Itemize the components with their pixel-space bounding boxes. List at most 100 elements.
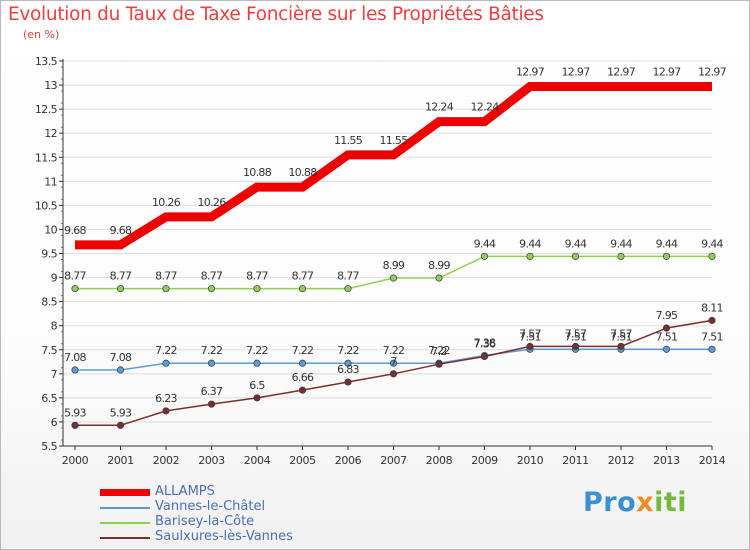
data-label-vannes-le-chatel: 7.51 (565, 330, 587, 343)
y-tick-label: 5.5 (41, 440, 57, 453)
data-label-allamps: 10.26 (198, 196, 227, 209)
data-point-barisey-la-cote (162, 285, 170, 293)
data-point-barisey-la-cote (253, 285, 261, 293)
x-tick-label: 2005 (289, 454, 316, 467)
data-label-saulxures-les-vannes: 5.93 (110, 406, 132, 419)
y-tick-label: 6 (51, 416, 58, 429)
data-point-barisey-la-cote (571, 252, 580, 260)
legend-item-saulxures-les-vannes: Saulxures-lès-Vannes (100, 529, 400, 545)
data-label-allamps: 12.97 (607, 66, 636, 79)
data-label-barisey-la-cote: 9.44 (565, 237, 587, 250)
x-tick-label: 2010 (517, 454, 544, 467)
data-point-vannes-le-chatel (207, 359, 216, 367)
y-tick-label: 12 (44, 127, 57, 140)
x-tick-label: 2004 (244, 454, 271, 467)
data-point-barisey-la-cote (435, 274, 443, 282)
data-point-barisey-la-cote (480, 252, 489, 260)
data-point-vannes-le-chatel (708, 345, 716, 353)
legend-item-allamps: ALLAMPS (100, 484, 400, 500)
x-tick-label: 2001 (107, 454, 133, 467)
data-point-barisey-la-cote (116, 285, 125, 293)
data-point-vannes-le-chatel (162, 359, 170, 367)
data-point-barisey-la-cote (298, 285, 307, 293)
data-point-barisey-la-cote (71, 285, 79, 293)
data-label-saulxures-les-vannes: 6.23 (155, 392, 177, 405)
data-point-saulxures-les-vannes (389, 370, 398, 378)
data-label-allamps: 12.97 (516, 66, 545, 79)
data-point-saulxures-les-vannes (571, 342, 580, 350)
data-point-saulxures-les-vannes (298, 386, 307, 394)
data-label-allamps: 10.88 (289, 166, 318, 179)
legend-label: Barisey-la-Côte (155, 514, 255, 529)
data-label-allamps: 9.68 (64, 224, 86, 237)
data-point-saulxures-les-vannes (162, 407, 170, 415)
x-tick-label: 2000 (62, 454, 89, 467)
legend-swatch (100, 537, 150, 539)
data-label-barisey-la-cote: 9.44 (474, 237, 496, 250)
data-label-vannes-le-chatel: 7.22 (292, 344, 314, 357)
data-point-vannes-le-chatel (116, 366, 125, 374)
data-point-saulxures-les-vannes (708, 316, 716, 324)
y-tick-label: 10.5 (35, 199, 58, 212)
data-label-vannes-le-chatel: 7.22 (337, 344, 359, 357)
series-line-allamps (75, 82, 712, 250)
data-label-allamps: 11.55 (334, 134, 363, 147)
data-point-saulxures-les-vannes (253, 394, 261, 402)
legend-label: Saulxures-lès-Vannes (155, 529, 293, 544)
legend-swatch (100, 507, 150, 509)
x-tick-label: 2002 (153, 454, 179, 467)
legend-label: Vannes-le-Châtel (155, 499, 266, 514)
legend-item-vannes-le-chatel: Vannes-le-Châtel (100, 499, 400, 515)
data-label-saulxures-les-vannes: 7.57 (565, 327, 587, 340)
data-label-vannes-le-chatel: 7.38 (474, 337, 496, 350)
data-label-vannes-le-chatel: 7.22 (155, 344, 177, 357)
data-label-barisey-la-cote: 8.77 (110, 270, 132, 283)
data-point-barisey-la-cote (617, 252, 625, 260)
data-point-saulxures-les-vannes (435, 360, 443, 368)
data-point-vannes-le-chatel (662, 345, 671, 353)
data-point-saulxures-les-vannes (207, 400, 216, 408)
x-tick-label: 2007 (380, 454, 407, 467)
data-label-barisey-la-cote: 9.44 (656, 237, 678, 250)
data-label-barisey-la-cote: 9.44 (701, 237, 723, 250)
y-tick-label: 10 (44, 223, 57, 236)
data-point-saulxures-les-vannes (480, 352, 489, 361)
data-label-saulxures-les-vannes: 6.66 (292, 371, 314, 384)
legend-label: ALLAMPS (155, 484, 215, 499)
y-tick-label: 6.5 (41, 392, 57, 405)
data-label-barisey-la-cote: 8.99 (428, 259, 450, 272)
data-label-vannes-le-chatel: 7.51 (656, 330, 678, 343)
data-label-barisey-la-cote: 8.77 (292, 270, 314, 283)
data-point-barisey-la-cote (389, 274, 398, 282)
data-labels: 9.68 9.68 10.26 10.26 10.88 10.88 11.55 11.55 12… (64, 66, 727, 420)
data-label-allamps: 9.68 (110, 224, 132, 237)
data-label-barisey-la-cote: 8.77 (64, 270, 86, 283)
data-label-saulxures-les-vannes: 6.83 (337, 363, 359, 376)
data-point-vannes-le-chatel (344, 359, 352, 367)
y-tick-label: 8.5 (41, 296, 57, 309)
data-label-barisey-la-cote: 9.44 (519, 237, 541, 250)
data-label-allamps: 12.24 (425, 101, 454, 114)
data-label-vannes-le-chatel: 7.22 (201, 344, 223, 357)
data-label-allamps: 11.55 (380, 134, 409, 147)
y-tick-label: 13.5 (35, 55, 58, 68)
data-point-vannes-le-chatel (298, 359, 307, 367)
x-tick-label: 2008 (426, 454, 453, 467)
data-label-barisey-la-cote: 8.99 (383, 259, 405, 272)
x-tick-label: 2014 (699, 454, 726, 467)
legend-item-barisey-la-cote: Barisey-la-Côte (100, 514, 400, 530)
data-point-barisey-la-cote (708, 252, 716, 260)
data-label-vannes-le-chatel: 7.22 (428, 344, 450, 357)
data-label-barisey-la-cote: 8.77 (337, 270, 359, 283)
data-point-vannes-le-chatel (253, 359, 261, 367)
y-tick-label: 13 (44, 79, 57, 92)
data-point-saulxures-les-vannes (116, 421, 125, 429)
data-label-allamps: 10.26 (152, 196, 181, 209)
data-label-vannes-le-chatel: 7.51 (519, 330, 541, 343)
data-label-allamps: 12.97 (698, 66, 727, 79)
data-label-vannes-le-chatel: 7.08 (64, 351, 86, 364)
data-label-saulxures-les-vannes: 7.2 (431, 345, 446, 358)
data-label-saulxures-les-vannes: 7.57 (519, 327, 541, 340)
y-tick-label: 7.5 (41, 344, 57, 357)
